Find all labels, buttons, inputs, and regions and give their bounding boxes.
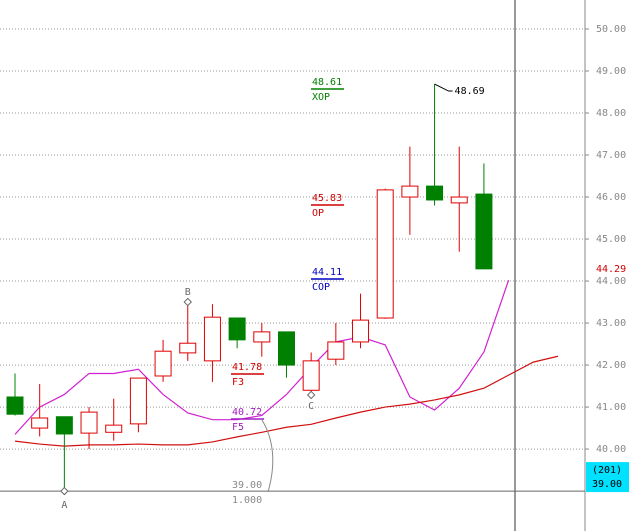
candle-body [179,342,197,354]
candle-body [154,350,172,377]
candle-body [253,331,271,343]
candle-body [228,317,246,341]
annotation-label: F5 [232,422,244,433]
last-price-label: 44.29 [596,264,626,275]
ruler-label: 39.00 [232,480,262,491]
candle-body [376,189,394,319]
ma-line [14,355,559,447]
point-marker [306,390,316,400]
candle-body [129,377,147,425]
candle-body [426,185,444,201]
candle-body [203,316,221,362]
point-label: B [185,287,191,298]
candle-body [80,411,98,434]
leader-line [434,83,453,92]
annotation-value: 48.61 [312,77,342,88]
point-marker [183,297,193,307]
y-tick-label: 48.00 [596,108,626,119]
y-tick-label: 45.00 [596,234,626,245]
y-tick-label: 43.00 [596,318,626,329]
annotation-label: F3 [232,377,244,388]
y-tick-label: 47.00 [596,150,626,161]
ruler-curve [261,419,274,493]
candle-body [31,417,49,429]
point-label: C [308,401,314,412]
candle-body [55,416,73,435]
high-label: 48.69 [455,86,485,97]
candle-body [302,360,320,391]
cursor-count: (201) [592,465,622,476]
candle-body [352,319,370,343]
annotation-value: 45.83 [312,193,342,204]
annotation-label: XOP [312,92,330,103]
candle-body [450,196,468,204]
cursor-box [586,462,629,493]
y-tick-label: 46.00 [596,192,626,203]
ruler-label: 1.000 [232,495,262,506]
point-marker [60,486,69,496]
y-tick-label: 41.00 [596,402,626,413]
annotation-label: OP [312,208,324,219]
ma-line [14,280,510,435]
candle-body [475,193,493,270]
annotation-value: 44.11 [312,267,342,278]
y-tick-label: 44.00 [596,276,626,287]
candle-body [401,185,419,198]
candle-body [277,331,295,366]
annotation-value: 41.78 [232,362,262,373]
annotation-value: 40.72 [232,407,262,418]
y-tick-label: 40.00 [596,444,626,455]
annotation-label: COP [312,282,330,293]
candle-body [105,424,123,433]
candle-body [327,341,345,360]
y-tick-label: 49.00 [596,66,626,77]
candle-body [6,396,24,415]
cursor-label: 39.00 [592,479,622,490]
y-tick-label: 50.00 [596,24,626,35]
point-label: A [61,500,67,511]
y-tick-label: 42.00 [596,360,626,371]
